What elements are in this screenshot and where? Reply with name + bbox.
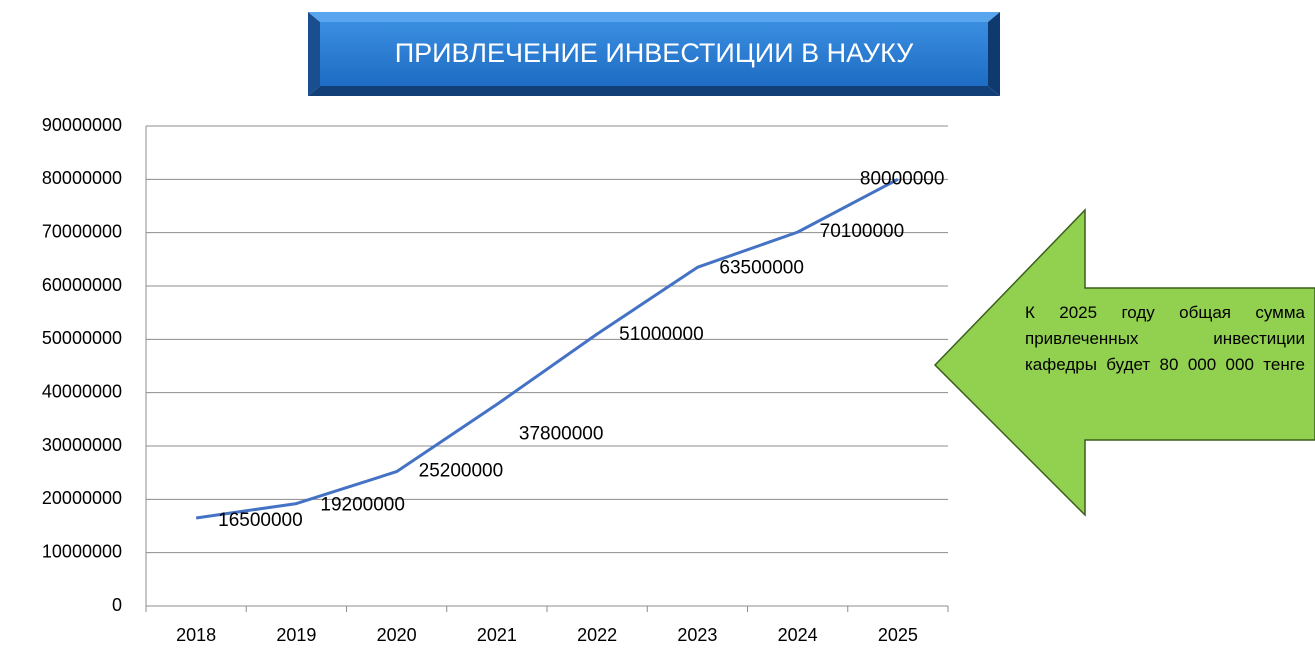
x-tick-label: 2020 bbox=[377, 625, 417, 645]
x-tick-label: 2018 bbox=[176, 625, 216, 645]
y-tick-label: 10000000 bbox=[42, 541, 122, 561]
data-label: 16500000 bbox=[218, 510, 303, 531]
x-tick-label: 2019 bbox=[276, 625, 316, 645]
x-tick-label: 2023 bbox=[677, 625, 717, 645]
data-label: 19200000 bbox=[320, 495, 405, 516]
y-tick-label: 40000000 bbox=[42, 381, 122, 401]
y-tick-label: 20000000 bbox=[42, 488, 122, 508]
y-tick-label: 50000000 bbox=[42, 328, 122, 348]
annotation-box: К 2025 году общая сумма привлеченных инв… bbox=[1025, 303, 1305, 374]
x-tick-label: 2025 bbox=[878, 625, 918, 645]
data-label: 63500000 bbox=[719, 257, 804, 278]
annotation: К 2025 году общая сумма привлеченных инв… bbox=[1025, 303, 1305, 374]
y-tick-label: 80000000 bbox=[42, 168, 122, 188]
annotation-arrow bbox=[933, 208, 1315, 517]
data-label: 51000000 bbox=[619, 324, 704, 345]
data-label: 70100000 bbox=[820, 221, 905, 242]
chart-title: ПРИВЛЕЧЕНИЕ ИНВЕСТИЦИИ В НАУКУ bbox=[395, 38, 914, 68]
y-tick-label: 0 bbox=[112, 595, 122, 615]
y-tick-label: 70000000 bbox=[42, 221, 122, 241]
line bbox=[195, 178, 899, 520]
x-tick-label: 2022 bbox=[577, 625, 617, 645]
x-tick-label: 2021 bbox=[477, 625, 517, 645]
data-label: 25200000 bbox=[419, 461, 504, 482]
y-tick-label: 90000000 bbox=[42, 115, 122, 135]
title-box bbox=[308, 12, 1000, 96]
data-label: 80000000 bbox=[860, 168, 945, 189]
data-label: 37800000 bbox=[519, 423, 604, 444]
y-tick-label: 30000000 bbox=[42, 435, 122, 455]
x-tick-label: 2024 bbox=[778, 625, 818, 645]
y-tick-label: 60000000 bbox=[42, 275, 122, 295]
